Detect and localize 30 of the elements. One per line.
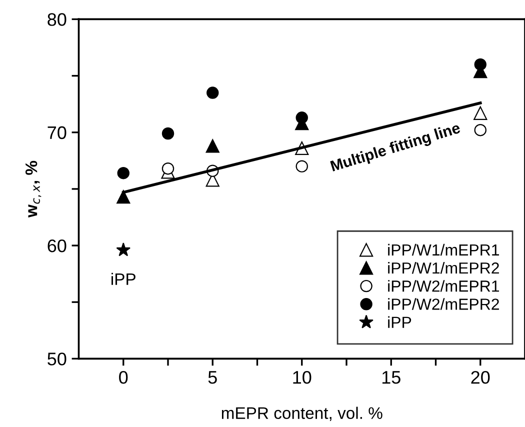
y-tick-label: 60 bbox=[48, 239, 66, 252]
y-tick-label: 70 bbox=[48, 126, 66, 140]
x-axis-title: mEPR content, vol. % bbox=[222, 406, 382, 421]
point bbox=[474, 58, 486, 71]
legend-label: iPP bbox=[388, 316, 412, 328]
legend-label: iPP/W2/mEPR2 bbox=[388, 298, 499, 310]
x-tick-label: 10 bbox=[293, 370, 312, 384]
legend-label: iPP/W1/mEPR2 bbox=[388, 262, 499, 274]
y-tick-label: 50 bbox=[48, 352, 66, 366]
point bbox=[296, 160, 308, 172]
x-tick-label: 15 bbox=[382, 371, 400, 384]
point bbox=[162, 127, 174, 140]
point bbox=[162, 162, 174, 175]
point bbox=[117, 166, 130, 180]
x-tick-label: 0 bbox=[119, 370, 128, 384]
legend-label: iPP/W1/mEPR1 bbox=[388, 244, 499, 256]
legend-label: iPP/W2/mEPR1 bbox=[388, 280, 499, 292]
x-tick-label: 20 bbox=[471, 370, 490, 384]
point bbox=[116, 190, 130, 204]
annotation: iPP bbox=[112, 272, 136, 285]
y-tick-label: 80 bbox=[48, 13, 66, 26]
point bbox=[296, 112, 308, 124]
y-axis-title: w$_{c,x}$, % bbox=[25, 160, 42, 218]
point bbox=[474, 124, 486, 136]
x-tick-label: 5 bbox=[208, 371, 217, 384]
point bbox=[206, 86, 219, 99]
point bbox=[206, 139, 220, 153]
point bbox=[116, 242, 131, 256]
point bbox=[474, 106, 488, 120]
annotation: Multiple fitting line bbox=[330, 122, 462, 174]
